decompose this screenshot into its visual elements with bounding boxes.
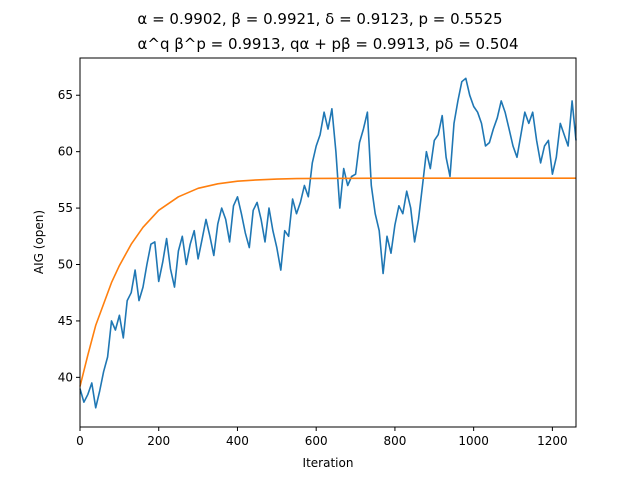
y-tick-label: 55 [58,201,73,215]
y-tick-label: 65 [58,88,73,102]
plot-series [79,77,577,409]
y-tick-label: 60 [58,145,73,159]
series-line-1 [79,77,577,409]
y-tick-label: 45 [58,314,73,328]
x-tick-label: 1200 [537,434,568,448]
y-tick-label: 50 [58,258,73,272]
chart-title-line-2: α^q β^p = 0.9913, qα + pβ = 0.9913, pδ =… [137,35,518,53]
chart-title-line-1: α = 0.9902, β = 0.9921, δ = 0.9123, p = … [137,10,502,28]
x-tick-label: 200 [147,434,170,448]
y-tick-label: 40 [58,370,73,384]
series-line-2 [79,177,576,387]
x-tick-label: 600 [305,434,328,448]
x-tick-label: 400 [226,434,249,448]
x-axis-label: Iteration [303,456,354,470]
x-tick-label: 1000 [458,434,489,448]
x-tick-label: 0 [76,434,84,448]
y-axis-label: AIG (open) [32,210,46,274]
plot-frame [79,57,577,428]
y-axis-ticks: 40 45 50 55 60 65 [58,88,80,384]
x-axis-ticks: 0 200 400 600 800 1000 1200 [76,427,568,448]
x-tick-label: 800 [383,434,406,448]
